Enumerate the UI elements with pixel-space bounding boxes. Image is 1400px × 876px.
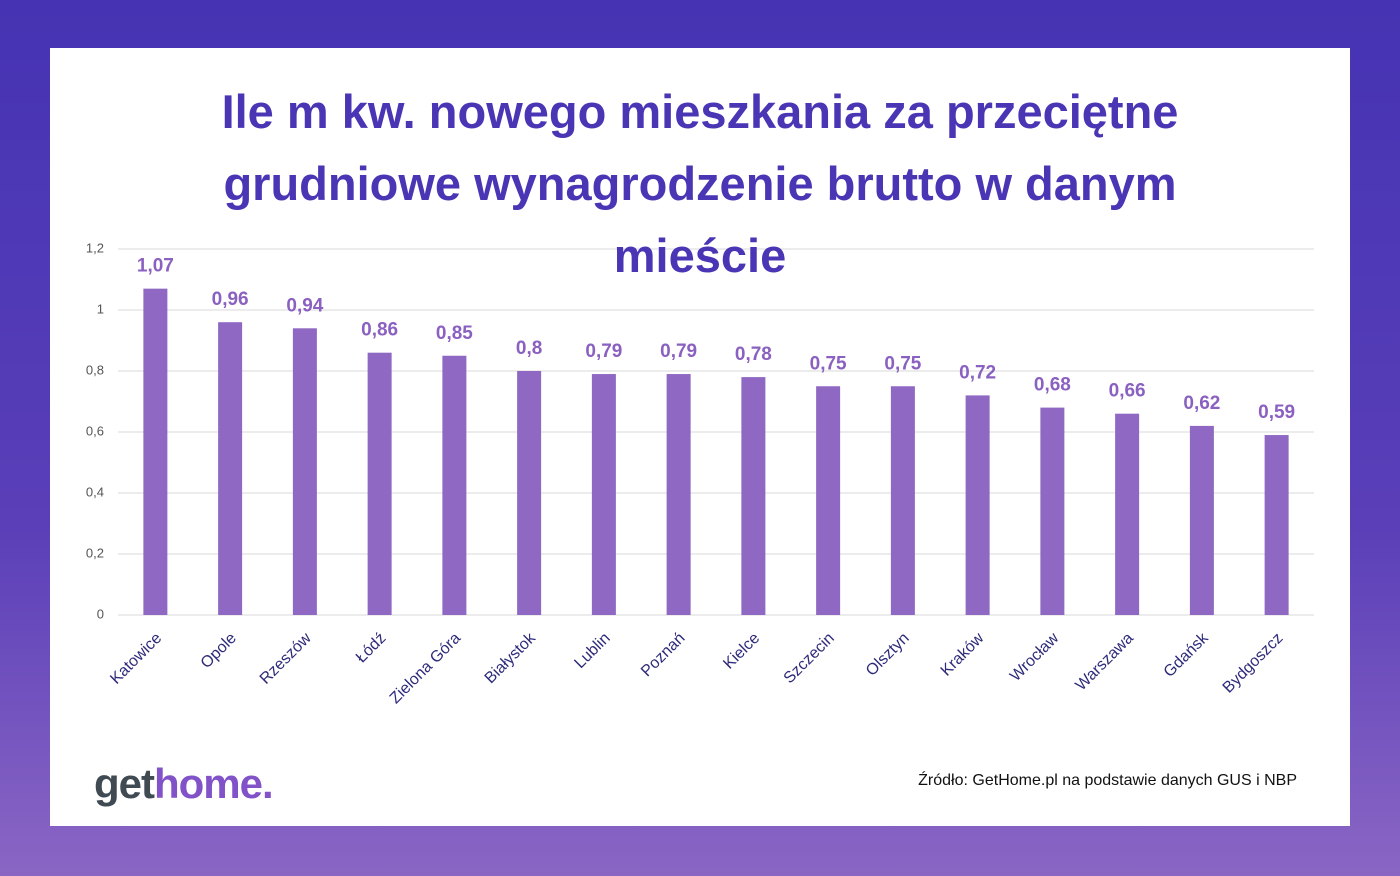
value-label: 0,79 [660, 341, 697, 362]
bar [1115, 413, 1140, 615]
y-tick-label: 1,2 [86, 240, 104, 255]
source-note: Źródło: GetHome.pl na podstawie danych G… [918, 772, 1297, 789]
bar [218, 322, 243, 615]
x-tick-label: Łódź [353, 630, 390, 667]
bar [367, 352, 392, 615]
value-label: 0,85 [436, 323, 473, 344]
bar [517, 371, 542, 615]
chart-title: Ile m kw. nowego mieszkania za przeciętn… [221, 85, 1179, 282]
value-label: 0,75 [810, 353, 847, 374]
logo: gethome. [94, 760, 274, 808]
x-tick-label: Białystok [482, 629, 540, 687]
bar [890, 386, 915, 615]
bar [143, 288, 168, 615]
bar [816, 386, 841, 615]
value-label: 0,75 [884, 353, 921, 374]
x-tick-label: Warszawa [1073, 630, 1137, 694]
value-label: 0,66 [1109, 381, 1146, 402]
bar [442, 355, 467, 615]
bar [1189, 425, 1214, 615]
bar [965, 395, 990, 615]
x-tick-label: Gdańsk [1161, 629, 1213, 681]
x-tick-label: Poznań [638, 630, 688, 680]
bar [1264, 435, 1289, 615]
x-tick-label: Opole [198, 630, 240, 672]
x-tick-label: Wrocław [1007, 629, 1063, 685]
y-tick-label: 1 [97, 301, 104, 316]
value-label: 0,96 [212, 289, 249, 310]
logo-part: home. [154, 760, 274, 807]
y-tick-label: 0 [97, 606, 104, 621]
x-tick-label: Olsztyn [863, 630, 913, 680]
x-tick-label: Kielce [720, 630, 763, 673]
bar [741, 377, 766, 615]
x-tick-label: Szczecin [781, 630, 838, 687]
x-tick-label: Katowice [107, 630, 165, 688]
value-label: 0,62 [1183, 393, 1220, 414]
bar [1040, 407, 1065, 615]
bar [666, 374, 691, 615]
value-label: 0,79 [585, 341, 622, 362]
y-tick-label: 0,6 [86, 423, 104, 438]
x-tick-label: Bydgoszcz [1220, 630, 1287, 697]
value-label: 0,68 [1034, 375, 1071, 396]
logo-part: get [94, 760, 155, 807]
value-label: 0,72 [959, 362, 996, 383]
bar [292, 328, 317, 615]
value-label: 0,59 [1258, 402, 1295, 423]
value-label: 0,94 [286, 295, 323, 316]
y-tick-label: 0,2 [86, 545, 104, 560]
value-label: 1,07 [137, 256, 174, 277]
y-tick-label: 0,4 [86, 484, 104, 499]
value-label: 0,78 [735, 344, 772, 365]
x-tick-label: Kraków [938, 629, 988, 679]
bar [591, 374, 616, 615]
x-tick-label: Zielona Góra [387, 630, 465, 708]
value-label: 0,86 [361, 320, 398, 341]
x-tick-label: Rzeszów [257, 629, 315, 687]
x-tick-label: Lublin [571, 630, 613, 672]
y-tick-label: 0,8 [86, 362, 104, 377]
value-label: 0,8 [516, 338, 542, 359]
